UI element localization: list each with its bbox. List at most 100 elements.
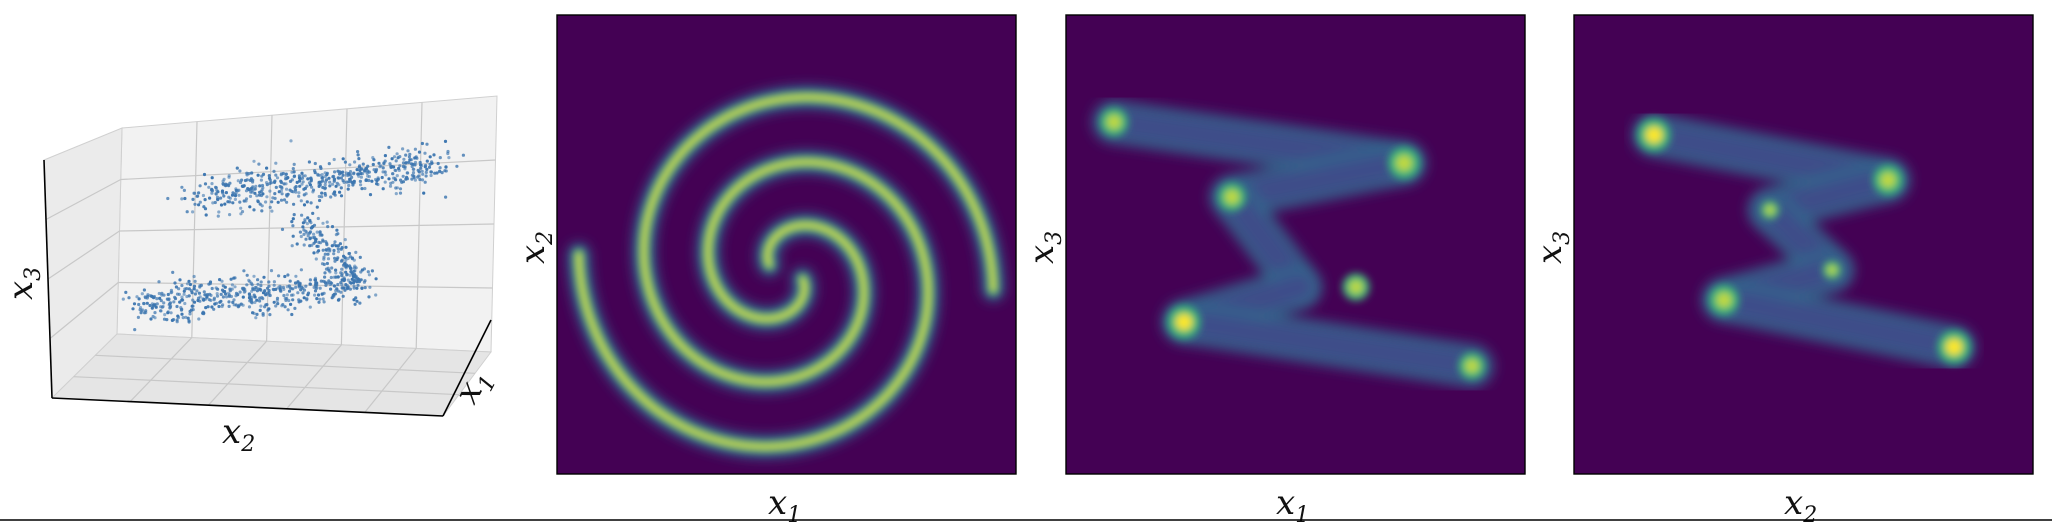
scatter-point <box>302 187 306 191</box>
scatter-point <box>295 180 299 184</box>
scatter-point <box>263 289 267 293</box>
scatter-point <box>374 293 378 297</box>
scatter-point <box>227 304 231 308</box>
scatter-point <box>332 284 336 288</box>
scatter-point <box>446 149 450 154</box>
zigzag-hotspots-x1x3 <box>1099 107 1486 380</box>
scatter-point <box>320 176 325 180</box>
scatter-point <box>294 185 298 189</box>
scatter-point <box>390 157 394 161</box>
scatter-point <box>124 290 128 294</box>
grid-line <box>207 340 268 406</box>
scatter-point <box>336 244 340 248</box>
scatter-point <box>358 301 362 305</box>
density-hotspot-peak <box>1827 265 1837 275</box>
scatter-point <box>291 217 295 221</box>
scatter-point <box>168 305 172 309</box>
scatter-point <box>267 174 271 178</box>
scatter-point <box>238 200 242 204</box>
scatter-point <box>379 164 383 168</box>
scatter-point <box>307 160 311 164</box>
scatter-point <box>299 234 303 239</box>
scatter-point <box>233 197 237 201</box>
scatter-point <box>348 273 352 277</box>
scatter-point <box>389 164 393 168</box>
scatter-point <box>276 286 280 290</box>
scatter-point <box>222 177 226 181</box>
scatter-point <box>280 192 284 196</box>
scatter-point <box>346 278 350 282</box>
scatter-point <box>306 177 310 181</box>
scatter-point <box>188 309 192 313</box>
scatter-point <box>252 208 256 212</box>
scatter-point <box>315 297 319 301</box>
scatter-point <box>253 187 257 191</box>
scatter-point <box>191 210 195 214</box>
scatter-point <box>352 286 356 290</box>
scatter-point <box>322 255 326 259</box>
density-hotspot-peak <box>1765 205 1775 215</box>
density-hotspot-peak <box>1106 114 1122 130</box>
scatter-point <box>391 172 395 176</box>
scatter-point <box>320 173 324 177</box>
scatter-point <box>219 292 223 296</box>
spiral-arm-peak <box>576 159 931 450</box>
grid-line <box>119 223 495 232</box>
scatter-point <box>296 291 300 295</box>
scatter-point <box>423 165 427 169</box>
scatter-point <box>170 318 174 322</box>
heatmap-zigzag-x1x3-panel: x1 x3 <box>1022 14 1526 522</box>
scatter-point <box>300 285 304 289</box>
scatter-point <box>234 294 238 298</box>
scatter-point <box>182 188 186 192</box>
scatter-point <box>392 155 397 159</box>
scatter-point <box>191 298 195 302</box>
scatter-point <box>203 182 208 186</box>
scatter-point <box>161 304 165 309</box>
scatter-point <box>169 291 173 295</box>
spiral-density-core <box>573 91 999 453</box>
scatter-point <box>292 202 296 206</box>
scatter-point <box>204 213 208 217</box>
scatter-point <box>285 176 289 181</box>
scatter-point <box>354 296 358 300</box>
scatter-point <box>350 175 354 179</box>
scatter-point <box>209 298 213 302</box>
scatter-point <box>253 285 257 290</box>
scatter-point <box>330 281 334 285</box>
scatter-point <box>220 279 224 283</box>
scatter-point <box>228 213 232 217</box>
scatter-point <box>291 234 295 238</box>
scatter-point <box>181 316 185 320</box>
scatter-point <box>267 288 271 293</box>
scatter-point <box>418 160 422 165</box>
scatter-point <box>429 170 433 174</box>
scatter-point <box>191 197 195 201</box>
scatter-point <box>401 164 405 168</box>
scatter-point <box>444 165 448 169</box>
scatter-point <box>250 283 254 287</box>
scatter-point <box>360 286 364 290</box>
scatter-point <box>389 181 393 185</box>
scatter-point <box>398 155 402 159</box>
scatter-point <box>318 297 322 301</box>
scatter-point <box>438 156 442 160</box>
scatter-point <box>443 139 448 143</box>
scatter-point <box>333 292 338 296</box>
scatter-point <box>325 243 329 247</box>
scatter-point <box>247 278 251 282</box>
scatter-point <box>290 244 294 248</box>
grid-line <box>45 178 122 221</box>
scatter-point <box>313 283 318 287</box>
scatter-point <box>174 285 178 289</box>
scatter-point <box>212 296 216 300</box>
scatter-point <box>313 278 318 282</box>
scatter-point <box>376 182 380 187</box>
scatter-point <box>245 283 249 287</box>
scatter-point <box>291 298 295 302</box>
scatter-point <box>283 305 287 309</box>
scatter-point <box>187 294 191 298</box>
spiral-arm-peak <box>641 94 996 385</box>
scatter-point <box>357 165 362 169</box>
heatmap-1-frame <box>556 14 1017 475</box>
